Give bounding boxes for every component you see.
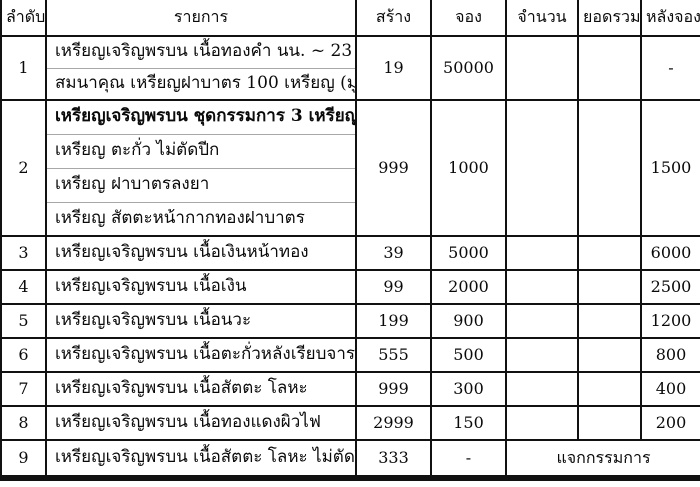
cell-reserved: - [430,439,507,479]
cell-amount [505,269,579,305]
cell-reserved: 1000 [430,99,507,237]
cell-created: 555 [355,337,432,373]
header-reserved: จอง [430,0,507,37]
table-row: 4 เหรียญเจริญพรบน เนื้อเงิน 99 2000 2500 [0,269,700,305]
cell-row-no: 5 [0,303,47,339]
cell-created: 333 [355,439,432,479]
cell-after-reserve: 1500 [640,99,700,237]
cell-created: 999 [355,371,432,407]
cell-amount [505,337,579,373]
cell-amount [505,235,579,271]
cell-after-reserve: 400 [640,371,700,407]
cell-item: เหรียญเจริญพรบน เนื้อเงิน [45,269,357,305]
cell-item: เหรียญเจริญพรบน เนื้อตะกั่วหลังเรียบจาร [45,337,357,373]
cell-row-no: 2 [0,99,47,237]
cell-created: 999 [355,99,432,237]
cell-amount [505,35,579,101]
header-item: รายการ [45,0,357,37]
table-subrow: สมนาคุณ เหรียญฝาบาตร 100 เหรียญ (มูลค่า … [1,67,700,101]
table-row: 3 เหรียญเจริญพรบน เนื้อเงินหน้าทอง 39 50… [0,235,700,271]
cell-item: เหรียญเจริญพรบน ชุดกรรมการ 3 เหรียญ [45,99,357,135]
cell-row-no: 6 [0,337,47,373]
cell-row-no: 9 [0,439,47,479]
cell-item: เหรียญ สัตตะหน้ากากทองฝาบาตร [45,201,357,237]
cell-amount [505,405,579,441]
cell-reserved: 50000 [430,35,507,101]
cell-created: 39 [355,235,432,271]
cell-merged-note: แจกกรรมการ [505,439,700,479]
cell-amount [505,371,579,407]
header-total: ยอดรวม [577,0,642,37]
cell-item: เหรียญ ฝาบาตรลงยา [45,167,357,203]
cell-row-no: 7 [0,371,47,407]
cell-row-no: 4 [0,269,47,305]
cell-amount [505,303,579,339]
header-row: ลำดับ รายการ สร้าง จอง จำนวน ยอดรวม หลัง… [0,0,700,37]
header-amount: จำนวน [505,0,579,37]
header-after-reserve: หลังจอง [640,0,700,37]
cell-amount [505,99,579,237]
cell-total [577,337,642,373]
cell-row-no: 8 [0,405,47,441]
cell-item: เหรียญเจริญพรบน เนื้อทองแดงผิวไฟ [45,405,357,441]
table-row: 1 เหรียญเจริญพรบน เนื้อทองคำ นน. ~ 23 กร… [0,35,700,101]
table-row: 2 เหรียญเจริญพรบน ชุดกรรมการ 3 เหรียญ 99… [0,99,700,237]
cell-reserved: 150 [430,405,507,441]
cell-total [577,35,642,101]
cell-reserved: 2000 [430,269,507,305]
table-subrow: เหรียญ สัตตะหน้ากากทองฝาบาตร [1,201,700,237]
header-no: ลำดับ [0,0,47,37]
cell-item: เหรียญเจริญพรบน เนื้อนวะ [45,303,357,339]
cell-row-no: 3 [0,235,47,271]
table-row: 9 เหรียญเจริญพรบน เนื้อสัตตะ โลหะ ไม่ตัด… [0,439,700,479]
cell-after-reserve: 200 [640,405,700,441]
cell-created: 99 [355,269,432,305]
cell-total [577,405,642,441]
cell-total [577,269,642,305]
header-created: สร้าง [355,0,432,37]
cell-after-reserve: 800 [640,337,700,373]
table-subrow: เหรียญ ตะกั่ว ไม่ตัดปีก [1,133,700,169]
cell-total [577,303,642,339]
table-row: 8 เหรียญเจริญพรบน เนื้อทองแดงผิวไฟ 2999 … [0,405,700,441]
table-row: 6 เหรียญเจริญพรบน เนื้อตะกั่วหลังเรียบจา… [0,337,700,373]
cell-row-no: 1 [0,35,47,101]
table-row: 5 เหรียญเจริญพรบน เนื้อนวะ 199 900 1200 [0,303,700,339]
cell-created: 199 [355,303,432,339]
cell-reserved: 900 [430,303,507,339]
cell-after-reserve: 1200 [640,303,700,339]
cell-reserved: 5000 [430,235,507,271]
cell-item: เหรียญเจริญพรบน เนื้อเงินหน้าทอง [45,235,357,271]
cell-total [577,235,642,271]
cell-item: เหรียญเจริญพรบน เนื้อทองคำ นน. ~ 23 กรัม [45,35,357,69]
cell-item: เหรียญเจริญพรบน เนื้อสัตตะ โลหะ [45,371,357,407]
cell-after-reserve: 2500 [640,269,700,305]
cell-total [577,371,642,407]
cell-reserved: 500 [430,337,507,373]
cell-created: 19 [355,35,432,101]
cell-item: เหรียญเจริญพรบน เนื้อสัตตะ โลหะ ไม่ตัดปี… [45,439,357,479]
cell-item: เหรียญ ตะกั่ว ไม่ตัดปีก [45,133,357,169]
cell-item: สมนาคุณ เหรียญฝาบาตร 100 เหรียญ (มูลค่า … [45,67,357,101]
cell-total [577,99,642,237]
table-row: 7 เหรียญเจริญพรบน เนื้อสัตตะ โลหะ 999 30… [0,371,700,407]
cell-after-reserve: 6000 [640,235,700,271]
cell-reserved: 300 [430,371,507,407]
cell-after-reserve: - [640,35,700,101]
cell-created: 2999 [355,405,432,441]
